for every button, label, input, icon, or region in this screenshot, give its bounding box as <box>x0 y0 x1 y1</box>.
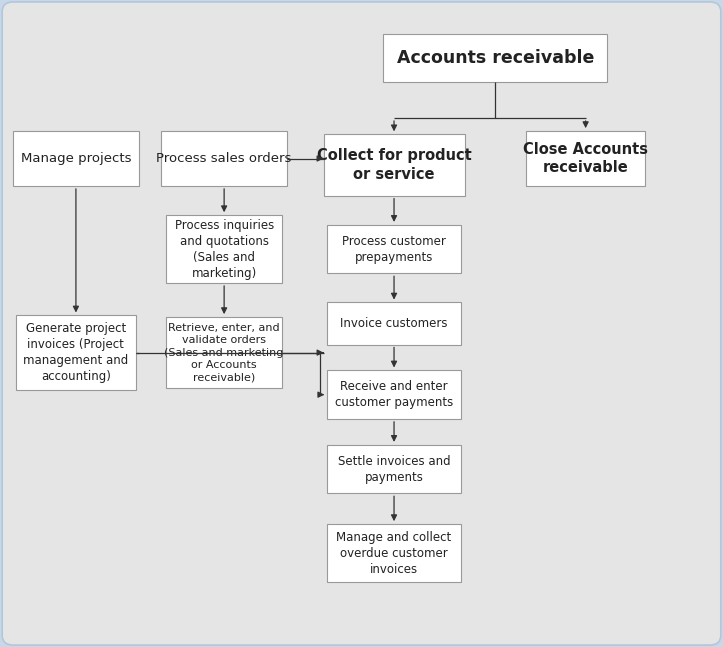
Text: Generate project
invoices (Project
management and
accounting): Generate project invoices (Project manag… <box>23 322 129 383</box>
FancyBboxPatch shape <box>383 34 607 82</box>
Text: Manage projects: Manage projects <box>21 152 131 165</box>
Text: Collect for product
or service: Collect for product or service <box>317 148 471 182</box>
Text: Settle invoices and
payments: Settle invoices and payments <box>338 455 450 483</box>
FancyBboxPatch shape <box>166 215 282 283</box>
FancyBboxPatch shape <box>328 370 461 419</box>
FancyBboxPatch shape <box>328 225 461 273</box>
Text: Process sales orders: Process sales orders <box>156 152 292 165</box>
Text: Close Accounts
receivable: Close Accounts receivable <box>523 142 648 175</box>
FancyBboxPatch shape <box>16 315 136 389</box>
Text: Receive and enter
customer payments: Receive and enter customer payments <box>335 380 453 409</box>
FancyBboxPatch shape <box>161 131 288 186</box>
FancyBboxPatch shape <box>328 524 461 582</box>
Text: Process customer
prepayments: Process customer prepayments <box>342 235 446 263</box>
FancyBboxPatch shape <box>324 135 465 195</box>
Text: Accounts receivable: Accounts receivable <box>397 49 594 67</box>
FancyBboxPatch shape <box>328 303 461 344</box>
Text: Process inquiries
and quotations
(Sales and
marketing): Process inquiries and quotations (Sales … <box>174 219 274 280</box>
Text: Manage and collect
overdue customer
invoices: Manage and collect overdue customer invo… <box>336 531 452 576</box>
FancyBboxPatch shape <box>526 131 646 186</box>
FancyBboxPatch shape <box>13 131 140 186</box>
Text: Invoice customers: Invoice customers <box>341 317 448 330</box>
FancyBboxPatch shape <box>166 317 282 388</box>
FancyBboxPatch shape <box>328 445 461 493</box>
Text: Retrieve, enter, and
validate orders
(Sales and marketing
or Accounts
receivable: Retrieve, enter, and validate orders (Sa… <box>164 323 284 382</box>
